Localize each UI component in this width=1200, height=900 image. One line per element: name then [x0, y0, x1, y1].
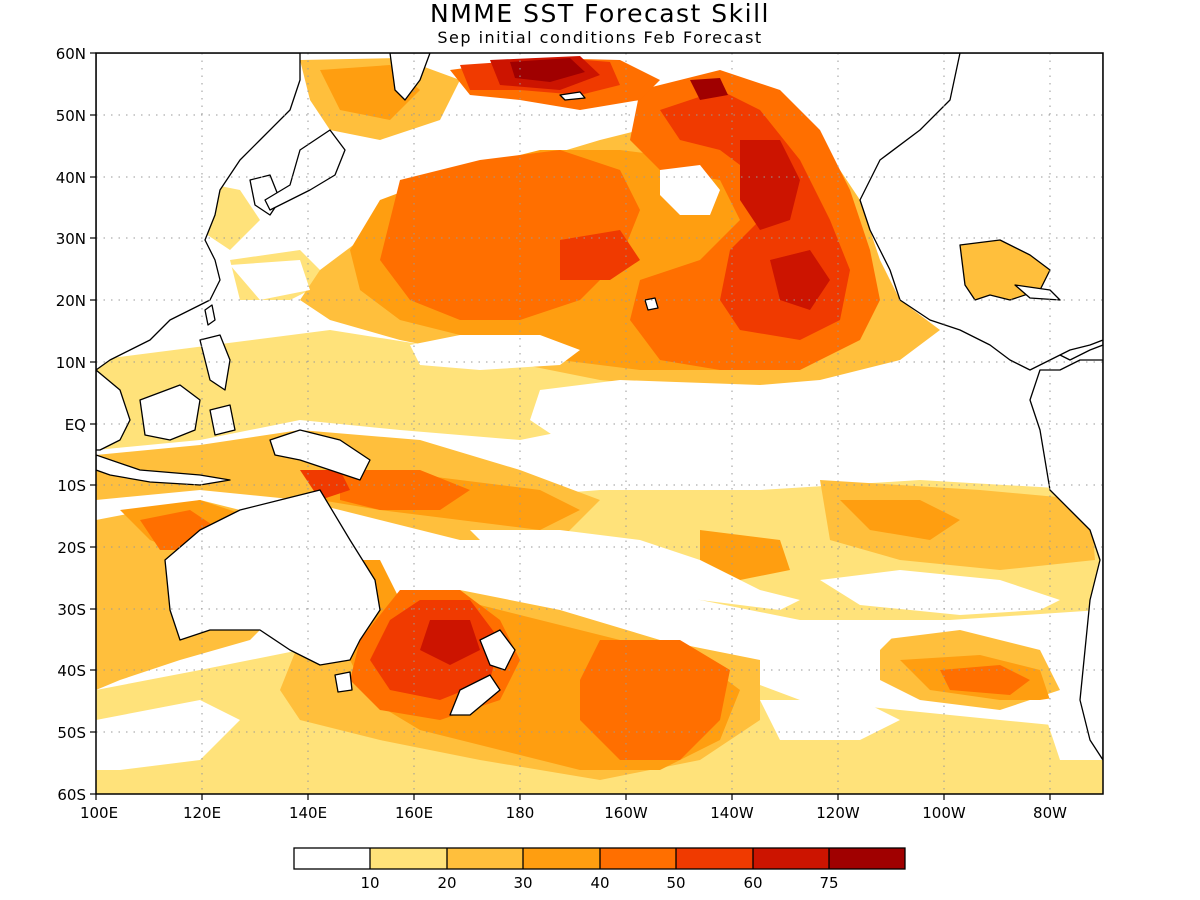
y-tick-label: 50N	[56, 107, 86, 125]
colorbar-label: 20	[437, 874, 456, 892]
y-tick-label: 60N	[56, 45, 86, 63]
colorbar-label: 50	[666, 874, 685, 892]
x-tick-label: 140W	[710, 804, 754, 822]
colorbar-box	[294, 848, 370, 869]
x-tick-label: 140E	[289, 804, 327, 822]
tick-marks	[90, 52, 1051, 800]
x-tick-label: 80W	[1033, 804, 1067, 822]
colorbar-label: 10	[360, 874, 379, 892]
x-tick-label: 100E	[80, 804, 118, 822]
y-tick-label: 30N	[56, 230, 86, 248]
colorbar-label: 40	[590, 874, 609, 892]
x-tick-label: 120E	[183, 804, 221, 822]
y-tick-label: 60S	[57, 786, 86, 804]
y-tick-label: 20S	[57, 539, 86, 557]
x-tick-label: 160W	[604, 804, 648, 822]
colorbar-box	[370, 848, 447, 869]
colorbar-label: 30	[513, 874, 532, 892]
y-tick-label: EQ	[65, 416, 86, 434]
colorbar-box	[753, 848, 829, 869]
colorbar-box	[676, 848, 753, 869]
y-tick-label: 40S	[57, 662, 86, 680]
y-tick-label: 20N	[56, 292, 86, 310]
x-tick-label: 120W	[816, 804, 860, 822]
x-tick-label: 180	[506, 804, 535, 822]
y-tick-label: 50S	[57, 724, 86, 742]
colorbar: 10 20 30 40 50 60 75	[293, 847, 906, 892]
y-tick-label: 10N	[56, 354, 86, 372]
skill-field	[96, 55, 1103, 794]
map-subtitle: Sep initial conditions Feb Forecast	[437, 28, 763, 47]
x-tick-label: 100W	[922, 804, 966, 822]
colorbar-box	[523, 848, 600, 869]
colorbar-label: 60	[743, 874, 762, 892]
y-tick-label: 10S	[57, 477, 86, 495]
coastlines	[96, 53, 1103, 761]
y-axis-labels: 60N 50N 40N 30N 20N 10N EQ 10S 20S 30S 4…	[56, 45, 86, 804]
y-tick-label: 40N	[56, 169, 86, 187]
x-axis-labels: 100E 120E 140E 160E 180 160W 140W 120W 1…	[80, 804, 1067, 822]
colorbar-box	[447, 848, 523, 869]
colorbar-box	[600, 848, 676, 869]
grid-lines	[96, 53, 1103, 794]
colorbar-box	[829, 848, 905, 869]
x-tick-label: 160E	[395, 804, 433, 822]
colorbar-label: 75	[819, 874, 838, 892]
y-tick-label: 30S	[57, 601, 86, 619]
map-title: NMME SST Forecast Skill	[430, 0, 770, 28]
